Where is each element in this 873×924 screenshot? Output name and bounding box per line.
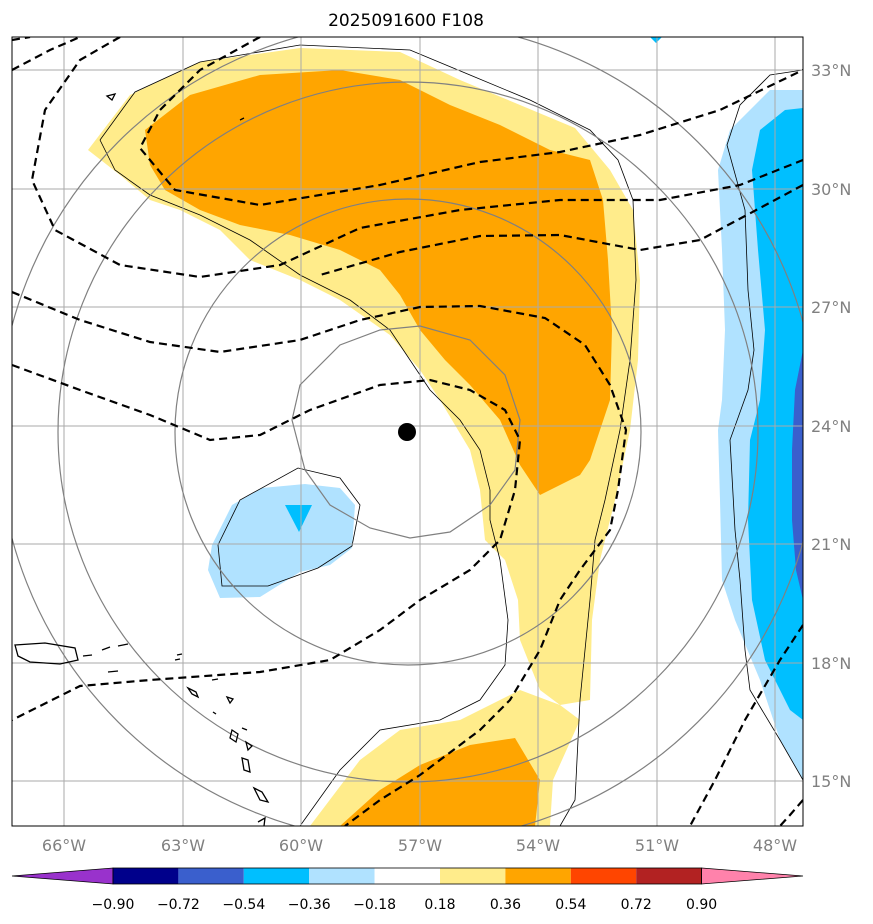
colorbar-tick-label: 0.72 <box>621 897 652 913</box>
colorbar-tick-label: −0.90 <box>92 897 135 913</box>
colorbar-tick-label: 0.54 <box>555 897 586 913</box>
colorbar-segment <box>374 868 440 884</box>
ring-2 <box>174 198 642 666</box>
lat-label: 24°N <box>811 417 851 436</box>
shading-orange-south <box>340 738 540 826</box>
colorbar-frame <box>112 867 702 885</box>
shading-lightblue-west <box>208 484 355 598</box>
colorbar-segment <box>243 868 310 884</box>
ring-1 <box>291 325 521 539</box>
lat-label: 18°N <box>811 654 851 673</box>
lon-label: 66°W <box>42 836 86 855</box>
lon-tick-labels: 66°W 63°W 60°W 57°W 54°W 51°W 48°W <box>42 836 797 855</box>
coastlines <box>14 93 270 826</box>
colorbar-tick-label: −0.72 <box>157 897 200 913</box>
lon-label: 63°W <box>161 836 205 855</box>
colorbar-tick-label: −0.54 <box>222 897 265 913</box>
lon-label: 54°W <box>516 836 560 855</box>
lat-label: 30°N <box>811 180 851 199</box>
colorbar: −0.90 −0.72 −0.54 −0.36 −0.18 0.18 0.36 … <box>11 867 804 913</box>
colorbar-segment <box>113 868 179 884</box>
colorbar-extend-high <box>701 867 804 885</box>
colorbar-tick-label: −0.36 <box>288 897 331 913</box>
dashed-contours <box>12 37 803 826</box>
colorbar-segment <box>636 868 702 884</box>
figure-title: 2025091600 F108 <box>328 11 484 31</box>
shading-blue-west <box>285 505 312 532</box>
colorbar-segment <box>309 868 375 884</box>
map-frame <box>11 36 804 827</box>
lon-label: 48°W <box>753 836 797 855</box>
colorbar-tick-label: 0.18 <box>424 897 455 913</box>
colorbar-extend-low <box>11 867 114 885</box>
storm-center-marker <box>398 423 416 441</box>
lat-label: 15°N <box>811 772 851 791</box>
colorbar-tick-label: −0.18 <box>353 897 396 913</box>
colorbar-tick-label: 0.90 <box>686 897 717 913</box>
lon-label: 60°W <box>279 836 323 855</box>
colorbar-segment <box>178 868 244 884</box>
map-panel <box>12 37 803 826</box>
lon-label: 51°W <box>635 836 679 855</box>
shading-orange-north <box>145 70 612 495</box>
island-puerto-rico <box>14 642 79 665</box>
lon-label: 57°W <box>398 836 442 855</box>
lat-label: 33°N <box>811 61 851 80</box>
colorbar-segment <box>570 868 637 884</box>
colorbar-tick-label: 0.36 <box>490 897 521 913</box>
lat-label: 21°N <box>811 535 851 554</box>
shading-blue-top <box>650 37 662 43</box>
colorbar-segment <box>440 868 506 884</box>
lat-label: 27°N <box>811 298 851 317</box>
shading-royalblue-east <box>792 350 803 600</box>
lat-tick-labels: 33°N 30°N 27°N 24°N 21°N 18°N 15°N <box>811 61 851 791</box>
colorbar-segment <box>505 868 571 884</box>
